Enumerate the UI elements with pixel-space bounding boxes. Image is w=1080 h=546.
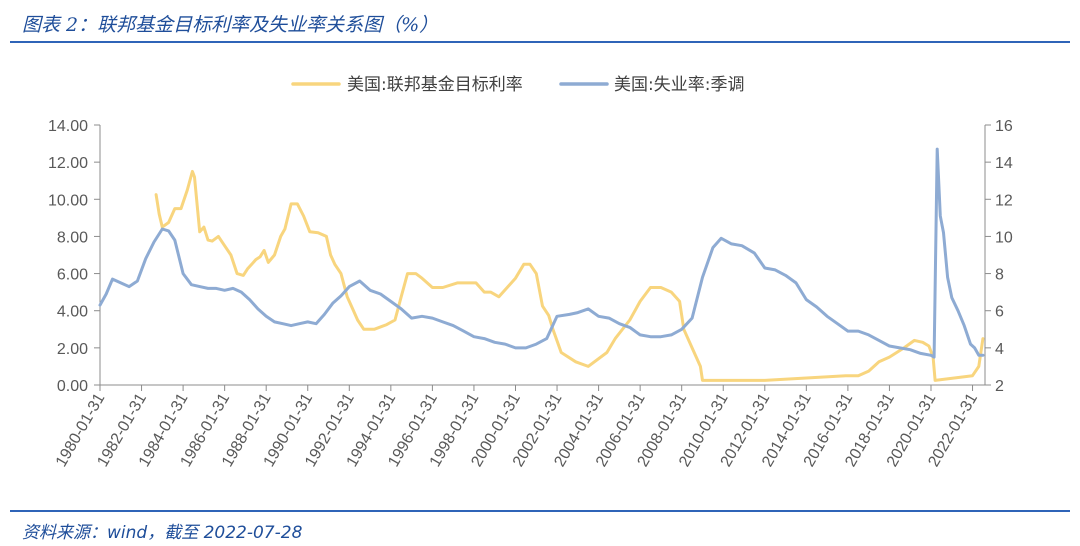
y-left-tick-label: 4.00 — [57, 304, 88, 321]
source-note: 资料来源：wind，截至 2022-07-28 — [22, 523, 303, 543]
y-right-tick-label: 2 — [995, 378, 1004, 395]
chart-series — [98, 147, 985, 382]
y-right-tick-label: 16 — [995, 118, 1013, 135]
y-left-tick-label: 8.00 — [57, 229, 88, 246]
series-line-1 — [98, 147, 985, 359]
y-right-tick-label: 14 — [995, 155, 1013, 172]
y-right-tick-label: 6 — [995, 304, 1004, 321]
figure-title: 图表 2：联邦基金目标利率及失业率关系图（%） — [22, 14, 439, 36]
y-left-tick-label: 6.00 — [57, 267, 88, 284]
y-right-tick-label: 4 — [995, 341, 1004, 358]
y-right-tick-label: 12 — [995, 192, 1013, 209]
y-left-tick-label: 0.00 — [57, 378, 88, 395]
source-divider — [10, 510, 1070, 512]
line-chart: 美国:联邦基金目标利率 美国:失业率:季调 0.00 2.00 4.00 6.00 8.0… — [48, 75, 1013, 470]
title-divider — [10, 41, 1070, 43]
legend-label-1: 美国:失业率:季调 — [614, 75, 744, 95]
y-left-tick-label: 12.00 — [48, 155, 88, 172]
y-right-tick-label: 10 — [995, 229, 1013, 246]
y-right-tick-label: 8 — [995, 267, 1004, 284]
legend-label-0: 美国:联邦基金目标利率 — [347, 75, 523, 95]
y-left-tick-label: 14.00 — [48, 118, 88, 135]
y-left-tick-label: 10.00 — [48, 192, 88, 209]
y-left-tick-label: 2.00 — [57, 341, 88, 358]
chart-legend: 美国:联邦基金目标利率 美国:失业率:季调 — [291, 75, 744, 95]
series-line-0 — [154, 169, 985, 382]
